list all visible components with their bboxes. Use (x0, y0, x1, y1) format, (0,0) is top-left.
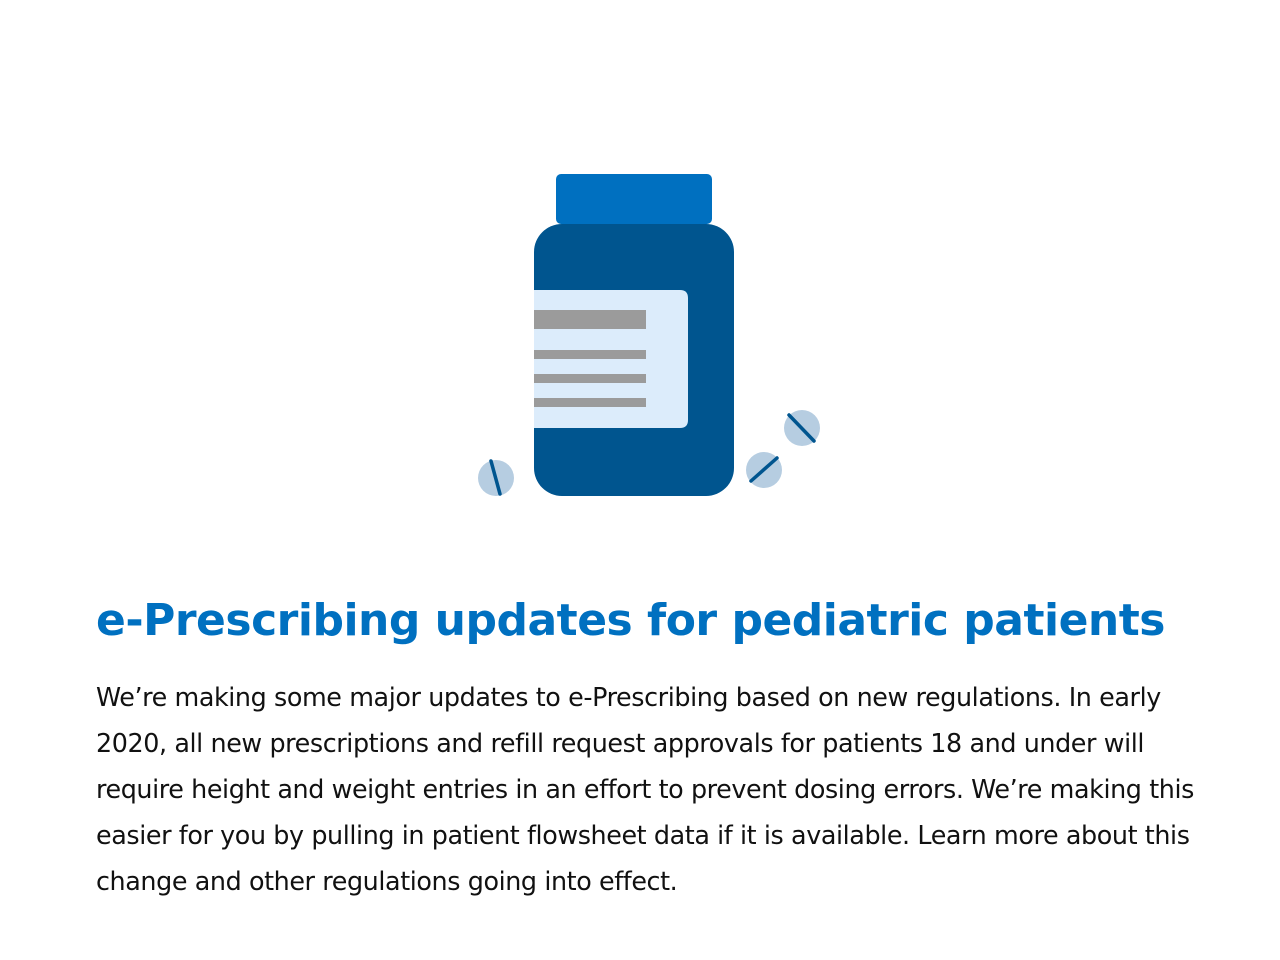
label-line (534, 350, 646, 359)
article: e-Prescribing updates for pediatric pati… (96, 590, 1206, 904)
bottle-cap (556, 174, 712, 224)
pill-icon (746, 452, 782, 488)
pill-icon (784, 410, 820, 446)
article-body: We’re making some major updates to e-Pre… (96, 682, 1194, 896)
pill-icon (478, 459, 514, 496)
label-line (534, 398, 646, 407)
article-title: e-Prescribing updates for pediatric pati… (96, 595, 1165, 646)
label-line (534, 374, 646, 383)
pill-bottle-icon (534, 174, 734, 496)
label-line (534, 310, 646, 329)
medication-illustration (478, 174, 820, 496)
